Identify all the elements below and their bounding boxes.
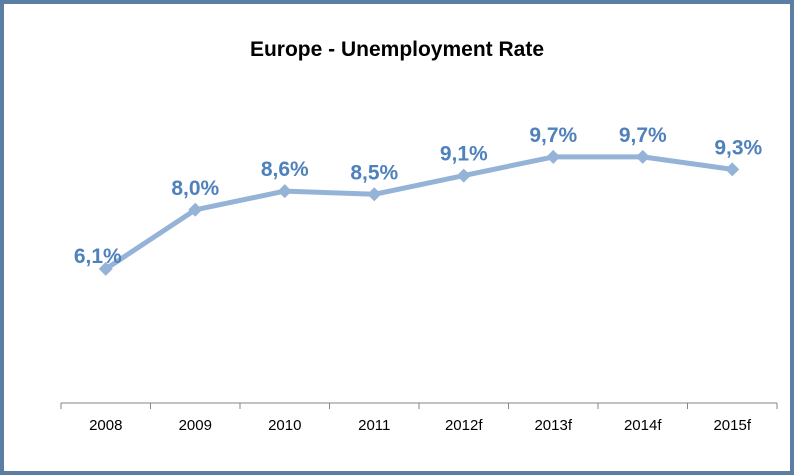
series-line bbox=[103, 154, 735, 272]
x-tick-label: 2014f bbox=[624, 417, 662, 434]
data-point bbox=[98, 261, 113, 276]
x-tick-label: 2013f bbox=[534, 417, 572, 434]
x-tick-label: 2009 bbox=[179, 417, 212, 434]
x-tick-label: 2011 bbox=[358, 417, 390, 434]
data-point bbox=[188, 202, 203, 217]
data-label: 8,5% bbox=[350, 161, 398, 184]
data-point bbox=[367, 187, 382, 202]
data-label: 9,3% bbox=[714, 136, 762, 159]
data-label: 9,7% bbox=[529, 124, 577, 147]
chart-title: Europe - Unemployment Rate bbox=[249, 38, 545, 61]
data-label: 9,7% bbox=[619, 124, 667, 147]
x-tick-label: 2010 bbox=[268, 417, 301, 434]
data-label: 8,6% bbox=[261, 158, 309, 181]
x-tick-label: 2012f bbox=[445, 417, 483, 434]
data-label: 8,0% bbox=[171, 177, 219, 200]
x-tick-label: 2008 bbox=[89, 417, 122, 434]
data-label: 9,1% bbox=[440, 143, 488, 166]
data-point bbox=[277, 184, 292, 199]
x-tick-label: 2015f bbox=[713, 417, 751, 434]
data-point bbox=[456, 168, 471, 183]
data-point bbox=[546, 149, 561, 164]
data-point bbox=[725, 162, 740, 177]
data-label: 6,1% bbox=[74, 245, 122, 268]
data-point bbox=[635, 149, 650, 164]
